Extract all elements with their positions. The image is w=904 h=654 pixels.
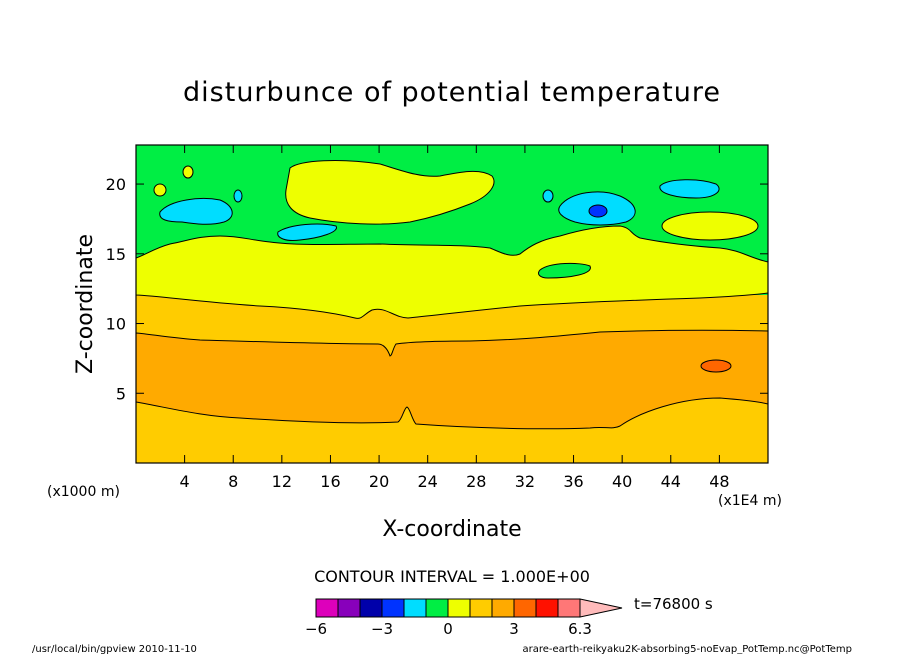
contour-interval-text: CONTOUR INTERVAL = 1.000E+00 <box>314 567 590 586</box>
x-tick-label: 28 <box>466 472 486 491</box>
colorbar-tick-label: −3 <box>371 620 393 638</box>
y-scale-note: (x1000 m) <box>47 484 120 500</box>
colorbar-swatch <box>403 598 427 618</box>
footer-left: /usr/local/bin/gpview 2010-11-10 <box>32 644 197 654</box>
y-tick-label: 20 <box>106 175 126 194</box>
x-tick-label: 4 <box>180 472 190 491</box>
x-scale-note: (x1E4 m) <box>718 493 782 509</box>
x-tick-label: 44 <box>661 472 681 491</box>
y-tick-label: 10 <box>106 315 126 334</box>
contour-cold-spot <box>233 189 243 203</box>
colorbar-tick-label: 6.3 <box>568 620 592 638</box>
chart-title: disturbunce of potential temperature <box>183 77 721 108</box>
footer-right: arare-earth-reikyaku2K-absorbing5-noEvap… <box>523 644 853 654</box>
x-tick-label: 40 <box>612 472 632 491</box>
y-axis-label: Z-coordinate <box>73 234 98 374</box>
contour-blob-yellow-small <box>153 183 167 197</box>
y-tick-label: 15 <box>106 245 126 264</box>
contour-band-yellow <box>136 225 768 319</box>
contour-warm-core <box>700 359 732 373</box>
x-tick-label: 48 <box>709 472 729 491</box>
contour-cold-spot <box>659 179 720 199</box>
contour-cold-spot <box>277 223 337 241</box>
x-tick-label: 12 <box>272 472 292 491</box>
colorbar-swatch <box>447 598 471 618</box>
colorbar-arrow <box>579 598 623 618</box>
colorbar-swatch <box>535 598 559 618</box>
x-tick-label: 32 <box>515 472 535 491</box>
colorbar-swatch <box>513 598 537 618</box>
colorbar-tick-label: 0 <box>443 620 453 638</box>
x-tick-label: 36 <box>563 472 583 491</box>
colorbar-swatch <box>491 598 515 618</box>
y-tick-label: 5 <box>116 384 126 403</box>
colorbar-swatch <box>359 598 383 618</box>
x-axis-label: X-coordinate <box>382 517 521 542</box>
contour-blob-green <box>537 262 591 279</box>
contour-cold-core <box>588 204 608 218</box>
contour-cold-spot <box>542 189 554 203</box>
contour-blob-yellow <box>285 160 495 225</box>
plot-frame <box>135 144 769 464</box>
contour-cold-spot <box>159 198 233 225</box>
colorbar-tick-label: 3 <box>509 620 519 638</box>
x-tick-label: 16 <box>320 472 340 491</box>
colorbar-swatch <box>381 598 405 618</box>
x-tick-label: 8 <box>228 472 238 491</box>
colorbar-swatch <box>469 598 493 618</box>
time-label: t=76800 s <box>634 595 713 613</box>
colorbar-swatch <box>337 598 361 618</box>
x-tick-label: 20 <box>369 472 389 491</box>
colorbar-swatch <box>425 598 449 618</box>
colorbar: −6 −3 0 3 6.3 <box>305 598 623 638</box>
contour-blob-yellow-small <box>661 211 759 241</box>
colorbar-tick-label: −6 <box>305 620 327 638</box>
contour-blob-yellow-small <box>182 165 194 179</box>
colorbar-swatch <box>315 598 339 618</box>
colorbar-swatch <box>557 598 581 618</box>
contour-band-orange <box>136 329 768 430</box>
contour-field <box>136 145 768 463</box>
x-tick-label: 24 <box>418 472 438 491</box>
